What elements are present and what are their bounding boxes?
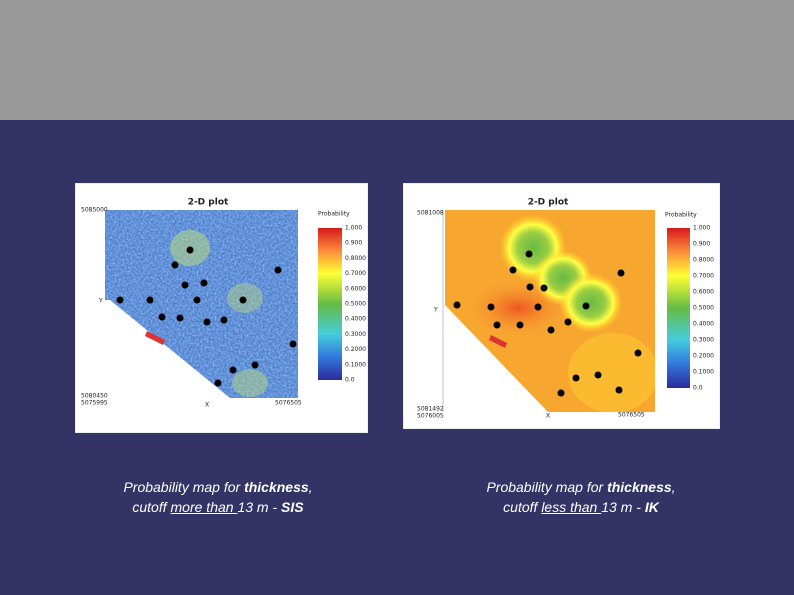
legend-tick-label: 0.2000 (693, 353, 714, 360)
legend-tick-label: 0.5000 (345, 301, 366, 308)
x-max-label: 5076505 (618, 412, 645, 419)
plot-title: 2-D plot (188, 198, 229, 208)
map-area (105, 210, 298, 398)
legend-tick-label: 0.7000 (693, 273, 714, 280)
x-label: X (205, 402, 209, 409)
caption-text: cutoff (503, 499, 542, 515)
y-label: Y (98, 298, 103, 305)
legend-tick-label: 1.000 (345, 225, 362, 232)
caption-bold: thickness (244, 479, 309, 495)
caption-underline: more than (170, 499, 238, 515)
legend-tick-label: 0.4000 (693, 321, 714, 328)
caption-text: cutoff (132, 499, 171, 515)
caption-bold: IK (644, 499, 659, 515)
legend-tick-label: 0.0 (345, 377, 355, 384)
legend-tick-label: 0.3000 (693, 337, 714, 344)
legend-tick-label: 0.1000 (693, 369, 714, 376)
legend-tick-label: 0.8000 (345, 255, 366, 262)
y-min-label: 5081492 (417, 406, 444, 413)
map-area (445, 210, 655, 412)
legend-tick-label: 0.7000 (345, 270, 366, 277)
legend-tick-label: 0.1000 (345, 361, 366, 368)
well-points (453, 250, 642, 397)
legend-tick-label: 0.0 (693, 385, 703, 392)
caption-line: Probability map for thickness, (58, 477, 378, 497)
colorbar (667, 228, 690, 388)
caption-line: cutoff more than 13 m - SIS (58, 497, 378, 517)
legend-tick-label: 0.5000 (693, 305, 714, 312)
y-max-label: 5085000 (81, 207, 108, 214)
caption-text: 13 m - (237, 499, 282, 515)
caption-line: Probability map for thickness, (421, 477, 741, 497)
x-min-label: 5075995 (81, 400, 108, 407)
plot-title: 2-D plot (528, 198, 569, 208)
caption-text: Probability map for (486, 479, 608, 495)
map-image: 2-D plot Probability X Y 5085000 5080450… (75, 183, 368, 433)
legend-tick-label: 0.3000 (345, 331, 366, 338)
header-band (0, 0, 794, 120)
y-min-label: 5080450 (81, 393, 108, 400)
caption-text: Probability map for (123, 479, 245, 495)
y-max-label: 5081008 (417, 210, 444, 217)
legend-tick-label: 0.6000 (693, 289, 714, 296)
legend-tick-label: 0.4000 (345, 316, 366, 323)
caption: Probability map for thickness, cutoff mo… (58, 477, 378, 517)
y-label: Y (433, 307, 438, 314)
x-min-label: 5076005 (417, 413, 444, 420)
caption-underline: less than (541, 499, 602, 515)
legend-tick-label: 1.000 (693, 225, 710, 232)
caption-text: , (308, 479, 313, 495)
legend-tick-label: 0.900 (345, 240, 362, 247)
map-image: 2-D plot Probability X Y 5081008 5081492… (403, 183, 720, 429)
legend-tick-label: 0.8000 (693, 257, 714, 264)
x-max-label: 5076505 (275, 400, 302, 407)
legend-title: Probability (318, 211, 350, 218)
legend-tick-label: 0.900 (693, 241, 710, 248)
well-points (116, 246, 297, 387)
colorbar (318, 228, 342, 380)
caption-bold: thickness (607, 479, 672, 495)
legend-title: Probability (665, 212, 697, 219)
x-label: X (546, 413, 550, 420)
caption-text: , (671, 479, 676, 495)
caption: Probability map for thickness, cutoff le… (421, 477, 741, 517)
caption-line: cutoff less than 13 m - IK (421, 497, 741, 517)
legend-tick-label: 0.6000 (345, 285, 366, 292)
legend-tick-label: 0.2000 (345, 346, 366, 353)
caption-bold: SIS (281, 499, 304, 515)
caption-text: 13 m - (601, 499, 645, 515)
